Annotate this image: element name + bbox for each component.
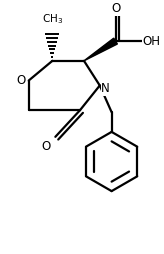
Polygon shape xyxy=(84,38,117,61)
Text: CH$_3$: CH$_3$ xyxy=(42,12,63,26)
Text: OH: OH xyxy=(142,35,160,47)
Text: N: N xyxy=(101,82,110,95)
Text: O: O xyxy=(111,2,120,15)
Text: O: O xyxy=(16,74,25,87)
Text: O: O xyxy=(42,140,51,153)
